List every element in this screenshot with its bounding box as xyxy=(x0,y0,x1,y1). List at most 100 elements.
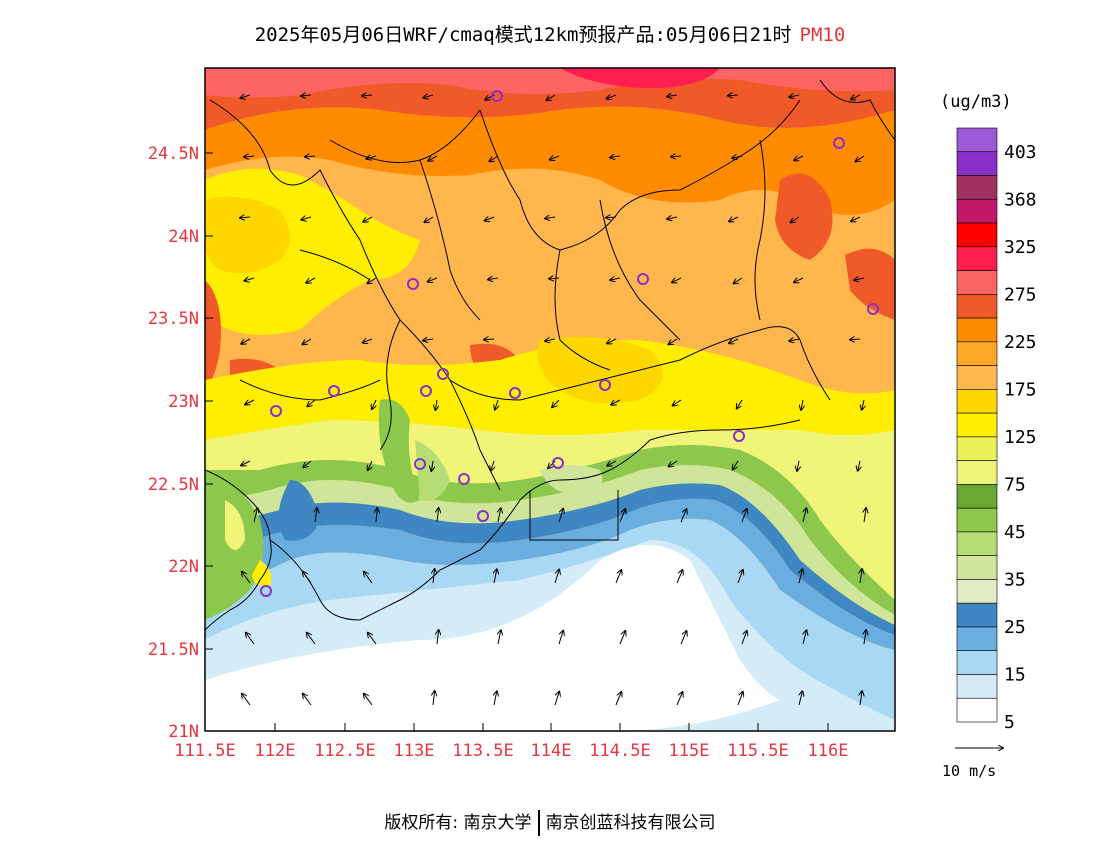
wind-arrow xyxy=(362,95,373,96)
wind-arrow xyxy=(428,278,438,282)
colorbar-swatch xyxy=(956,151,998,176)
colorbar-swatch xyxy=(956,317,998,343)
colorbar: 403 368 325 275 225 175 125 75 45 35 25 15 5 xyxy=(956,127,1037,733)
colorbar-swatch xyxy=(956,436,998,461)
colorbar-label: 325 xyxy=(1004,237,1037,258)
lat-tick-label: 21.5N xyxy=(148,640,199,660)
variable-name: PM10 xyxy=(799,24,846,46)
wind-arrow xyxy=(862,399,864,410)
wind-arrow xyxy=(860,691,862,706)
wind-arrow xyxy=(619,509,625,523)
colorbar-label: 25 xyxy=(1004,617,1026,638)
wind-arrow xyxy=(737,570,743,584)
wind-arrow xyxy=(607,95,617,99)
wind-arrow xyxy=(244,156,255,157)
wind-arrow xyxy=(431,460,433,471)
station-marker xyxy=(458,473,470,485)
wind-arrow xyxy=(498,630,501,645)
station-marker xyxy=(420,385,432,397)
map-frame xyxy=(204,67,896,732)
wind-arrow xyxy=(547,94,556,100)
lon-tick-label: 116E xyxy=(808,741,849,761)
colorbar-swatch xyxy=(956,484,998,509)
wind-arrow xyxy=(671,156,682,157)
colorbar-label: 225 xyxy=(1004,332,1037,353)
station-marker xyxy=(637,273,649,285)
colorbar-label: 15 xyxy=(1004,664,1026,685)
wind-arrow xyxy=(495,399,498,410)
station-marker xyxy=(509,387,521,399)
wind-arrow xyxy=(864,630,866,645)
wind-arrow xyxy=(428,155,438,161)
colorbar-label: 75 xyxy=(1004,474,1026,495)
colorbar-label: 175 xyxy=(1004,379,1037,400)
wind-arrow xyxy=(860,569,862,584)
wind-arrow xyxy=(307,399,316,406)
lat-tick-label: 22.5N xyxy=(148,475,199,495)
colorbar-label: 35 xyxy=(1004,569,1026,590)
colorbar-swatch xyxy=(956,602,998,628)
wind-arrow xyxy=(729,217,739,221)
footer-company: 南京创蓝科技有限公司 xyxy=(545,813,716,833)
wind-arrow xyxy=(245,399,255,405)
wind-arrow xyxy=(615,570,621,584)
wind-arrow xyxy=(797,460,799,471)
colorbar-swatch xyxy=(956,531,998,556)
wind-arrow xyxy=(733,460,739,470)
lon-tick-label: 114E xyxy=(531,741,572,761)
wind-arrow xyxy=(484,339,495,340)
wind-arrow xyxy=(498,508,501,523)
wind-arrow xyxy=(610,278,621,280)
lat-tick-label: 23.5N xyxy=(148,309,199,329)
wind-arrow xyxy=(368,633,377,645)
lon-tick-label: 114.5E xyxy=(589,741,650,761)
wind-arrow xyxy=(376,508,377,523)
station-marker xyxy=(477,510,489,522)
wind-arrow xyxy=(741,509,747,523)
wind-arrow xyxy=(803,630,806,645)
wind-arrow xyxy=(303,460,312,467)
station-marker xyxy=(491,90,503,102)
wind-arrow xyxy=(315,508,317,523)
wind-arrow xyxy=(729,339,739,343)
lat-tick-label: 24.5N xyxy=(148,144,199,164)
concentration-field xyxy=(205,68,895,731)
wind-arrow xyxy=(607,339,617,343)
station-marker xyxy=(867,303,879,315)
colorbar-unit: (ug/m3) xyxy=(940,92,1012,112)
colorbar-label: 45 xyxy=(1004,522,1026,543)
lat-tick-label: 23N xyxy=(168,392,199,412)
wind-arrow xyxy=(363,216,373,222)
colorbar-swatch xyxy=(956,579,998,604)
lat-tick-label: 21N xyxy=(168,722,199,742)
wind-arrow xyxy=(615,692,621,706)
wind-arrow xyxy=(611,399,621,405)
colorbar-swatch xyxy=(956,222,998,248)
wind-arrow xyxy=(246,633,255,645)
station-marker xyxy=(270,405,282,417)
wind-arrow xyxy=(366,156,377,159)
colorbar-swatch xyxy=(956,626,998,652)
station-marker xyxy=(407,278,419,290)
wind-arrow xyxy=(552,399,560,407)
colorbar-swatch xyxy=(956,697,998,723)
wind-arrow xyxy=(737,692,743,706)
wind-arrow xyxy=(864,508,866,523)
colorbar-swatch xyxy=(956,175,998,200)
wind-arrow xyxy=(554,570,559,584)
wind-arrow xyxy=(242,694,251,706)
colorbar-swatch xyxy=(956,365,998,390)
chart-title: 2025年05月06日WRF/cmaq模式12km预报产品:05月06日21时 P… xyxy=(0,20,1100,47)
wind-arrow xyxy=(303,338,312,344)
lon-tick-label: 115.5E xyxy=(727,741,788,761)
wind-arrow xyxy=(789,339,800,341)
wind-arrow xyxy=(303,694,312,706)
lat-tick-label: 22N xyxy=(168,557,199,577)
wind-arrow xyxy=(545,339,556,341)
station-marker xyxy=(552,457,564,469)
wind-arrow xyxy=(437,508,439,523)
wind-arrow xyxy=(558,631,563,645)
colorbar-swatch xyxy=(956,198,998,224)
wind-arrow xyxy=(305,156,316,157)
